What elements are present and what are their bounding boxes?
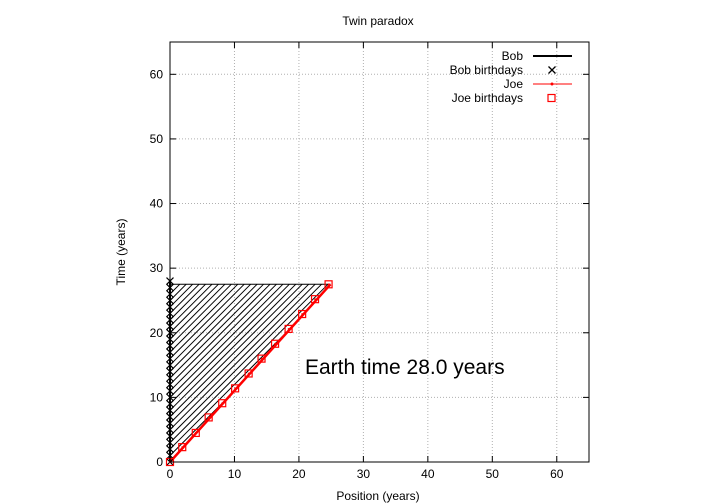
signal-line	[169, 283, 316, 431]
joe-birthday-point	[298, 309, 307, 319]
joe-birthday-point-dot	[274, 342, 276, 345]
signal-line	[169, 283, 239, 353]
legend-line-dot	[550, 82, 554, 86]
signal-line	[169, 283, 206, 321]
x-axis-label: Position (years)	[336, 489, 419, 503]
signal-line	[169, 283, 303, 418]
joe-birthday-point-dot	[181, 446, 184, 448]
signal-line	[169, 283, 309, 424]
signal-line	[169, 283, 258, 372]
signal-line	[169, 283, 277, 392]
signal-line	[169, 283, 264, 379]
signal-line	[169, 283, 297, 411]
signal-line	[169, 283, 251, 366]
joe-birthday-point-dot	[301, 313, 303, 315]
y-tick-label: 30	[150, 261, 164, 275]
joe-birthday-point	[257, 354, 266, 363]
signal-line	[169, 283, 245, 359]
legend-label: Bob birthdays	[450, 63, 523, 77]
earth-time-annotation: Earth time 28.0 years	[305, 356, 505, 379]
joe-birthday-point	[310, 295, 320, 304]
signal-line	[169, 283, 271, 385]
joe-birthday-point-dot	[221, 402, 224, 404]
legend-label: Joe	[504, 77, 524, 91]
signal-line	[169, 283, 200, 314]
joe-birthday-point-dot	[207, 416, 210, 419]
signal-line	[169, 283, 226, 340]
joe-birthday-point	[204, 413, 213, 422]
y-tick-label: 50	[150, 132, 164, 146]
x-tick-label: 60	[550, 467, 564, 481]
x-tick-label: 0	[167, 467, 174, 481]
signal-lines	[166, 280, 331, 456]
joe-birthday-point	[191, 428, 200, 438]
y-axis-label: Time (years)	[114, 219, 128, 286]
signal-line	[169, 283, 322, 437]
x-tick-label: 40	[421, 467, 435, 481]
chart-title: Twin paradox	[342, 14, 413, 28]
joe-birthday-point	[218, 399, 227, 408]
x-tick-label: 20	[292, 467, 306, 481]
x-tick-label: 10	[228, 467, 242, 481]
joe-birthday-point	[231, 384, 240, 393]
y-tick-label: 0	[156, 455, 163, 469]
signal-line	[169, 283, 232, 347]
joe-birthday-point-dot	[234, 387, 236, 390]
y-tick-label: 20	[150, 326, 164, 340]
legend-label: Joe birthdays	[452, 91, 523, 105]
grid	[170, 42, 589, 462]
y-tick-label: 60	[150, 67, 164, 81]
axis-ticks: 0 10 20 30 40 50 60 0 10 20 30 40 50 60	[150, 42, 589, 481]
joe-birthday-point-dot	[247, 372, 250, 375]
joe-birthday-point-dot	[327, 283, 330, 286]
joe-birthday-point-dot	[260, 357, 263, 360]
signal-line	[169, 283, 284, 398]
legend-label: Bob	[502, 49, 524, 63]
joe-birthday-point	[178, 443, 187, 452]
joe-birthday-point	[244, 369, 253, 378]
joe-birthday-point-dot	[194, 432, 197, 434]
plot-frame	[169, 41, 590, 463]
signal-line	[169, 283, 193, 308]
joe-birthday-point-dot	[314, 298, 316, 300]
legend-x-swatch	[548, 66, 556, 74]
y-tick-label: 40	[150, 197, 164, 211]
y-tick-label: 10	[150, 390, 164, 404]
joe-birthday-point-dot	[287, 328, 290, 330]
legend-square-swatch	[547, 93, 556, 103]
joe-birthday-point	[324, 280, 333, 289]
x-tick-label: 30	[357, 467, 371, 481]
signal-line	[169, 283, 290, 405]
x-tick-label: 50	[486, 467, 500, 481]
joe-birthday-point	[284, 324, 293, 333]
joe-birthday-point	[270, 339, 280, 348]
series-line-joe	[169, 283, 332, 463]
signal-line	[169, 283, 213, 327]
signal-line	[169, 283, 219, 334]
